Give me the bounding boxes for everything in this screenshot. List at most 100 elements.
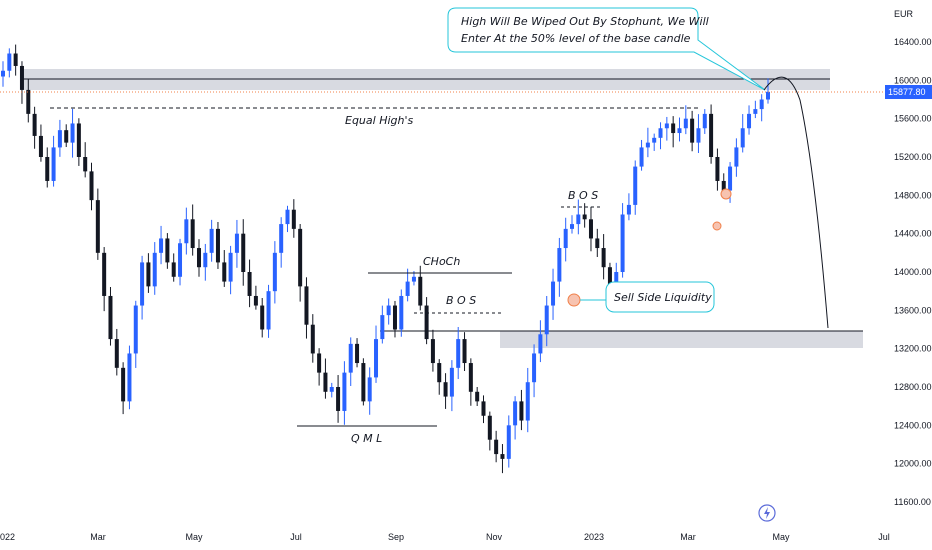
lightning-icon-glyph — [764, 507, 770, 519]
y-tick-label: 15200.00 — [894, 152, 932, 162]
candle-body — [83, 157, 88, 172]
candle-body — [690, 118, 695, 143]
candle-body — [260, 305, 265, 330]
candle-body — [171, 262, 176, 277]
candle-body — [272, 252, 277, 292]
candle-body — [468, 363, 473, 392]
candle-body — [26, 89, 31, 114]
bos-1-label: B O S — [446, 294, 476, 307]
choch-label: CHoCh — [423, 255, 460, 268]
candle-body — [753, 109, 758, 114]
candle-body — [146, 262, 151, 287]
candle-body — [728, 166, 733, 191]
candle-body — [51, 147, 56, 181]
candle-body — [241, 233, 246, 272]
candle-body — [159, 238, 164, 253]
candle-body — [702, 113, 707, 129]
candle-body — [196, 248, 201, 268]
candle-body — [342, 372, 347, 411]
candle-body — [532, 353, 537, 383]
currency-label: EUR — [894, 9, 914, 19]
candle-body — [475, 391, 480, 402]
x-tick-label: 2023 — [584, 532, 604, 542]
candle-body — [45, 157, 50, 181]
x-tick-label: May — [185, 532, 203, 542]
y-tick-label: 16000.00 — [894, 75, 932, 85]
candle-body — [633, 166, 638, 205]
candle-body — [203, 252, 208, 268]
callout-top-line-1: High Will Be Wiped Out By Stophunt, We W… — [461, 15, 709, 28]
candle-body — [620, 214, 625, 272]
candle-body — [253, 295, 258, 306]
candle-body — [140, 262, 145, 306]
candle-body — [481, 401, 486, 416]
callout-top-box — [447, 7, 766, 91]
candle-body — [709, 113, 714, 157]
bos-2-label: B O S — [568, 189, 598, 202]
y-tick-label: 16400.00 — [894, 37, 932, 47]
candle-body — [607, 267, 612, 287]
x-tick-label: Nov — [486, 532, 503, 542]
candle-body — [614, 272, 619, 287]
x-tick-label: Mar — [680, 532, 696, 542]
candle-body — [551, 281, 556, 306]
candle-body — [310, 324, 315, 354]
candle-body — [57, 130, 62, 148]
sell-side-label: Sell Side Liquidity — [614, 291, 712, 304]
candle-body — [7, 53, 12, 71]
y-tick-label: 14800.00 — [894, 190, 932, 200]
y-tick-label: 14000.00 — [894, 267, 932, 277]
x-tick-label: Jul — [878, 532, 890, 542]
candle-body — [538, 334, 543, 354]
x-tick-label: 2022 — [0, 532, 15, 542]
candle-body — [462, 339, 467, 364]
x-tick-label: May — [772, 532, 790, 542]
candle-body — [127, 353, 132, 402]
candle-body — [374, 339, 379, 378]
candle-body — [658, 128, 663, 138]
candle-body — [576, 214, 581, 225]
candle-body — [361, 363, 366, 402]
candle-body — [152, 252, 157, 287]
candle-body — [500, 454, 505, 459]
candle-body — [557, 248, 562, 282]
candle-body — [411, 276, 416, 282]
candle-body — [645, 142, 650, 148]
qml-label: Q M L — [351, 432, 382, 445]
candle-body — [291, 209, 296, 229]
candle-body — [721, 180, 726, 191]
candle-body — [683, 118, 688, 129]
candle-body — [64, 130, 69, 143]
candle-body — [399, 295, 404, 330]
callout-top-line-2: Enter At the 50% level of the base candl… — [461, 32, 691, 45]
y-tick-label: 12000.00 — [894, 459, 932, 469]
x-axis: 2022 Mar May Jul Sep Nov 2023 Mar May Jul — [0, 532, 890, 542]
candle-body — [715, 157, 720, 181]
candle-body — [766, 91, 770, 100]
candle-body — [121, 367, 126, 402]
liquidity-circle-3 — [712, 221, 722, 231]
candle-body — [114, 339, 119, 368]
candle-body — [601, 248, 606, 268]
candle-body — [355, 343, 360, 364]
candle-body — [336, 387, 341, 411]
candle-body — [443, 382, 448, 397]
candle-body — [304, 286, 309, 325]
candle-body — [222, 262, 227, 282]
candle-body — [639, 147, 644, 167]
candle-body — [563, 228, 568, 249]
y-tick-label: 13200.00 — [894, 344, 932, 354]
candle-body — [367, 377, 372, 402]
candle-body — [449, 367, 454, 397]
y-tick-label: 14400.00 — [894, 229, 932, 239]
candle-body — [329, 387, 334, 392]
y-tick-label: 12400.00 — [894, 420, 932, 430]
y-tick-label: 12800.00 — [894, 382, 932, 392]
candle-body — [544, 305, 549, 335]
candle-body — [95, 200, 100, 253]
equal-highs-label: Equal High's — [345, 114, 414, 127]
candle-body — [664, 123, 669, 129]
candle-body — [525, 382, 530, 421]
candle-body — [209, 228, 214, 253]
